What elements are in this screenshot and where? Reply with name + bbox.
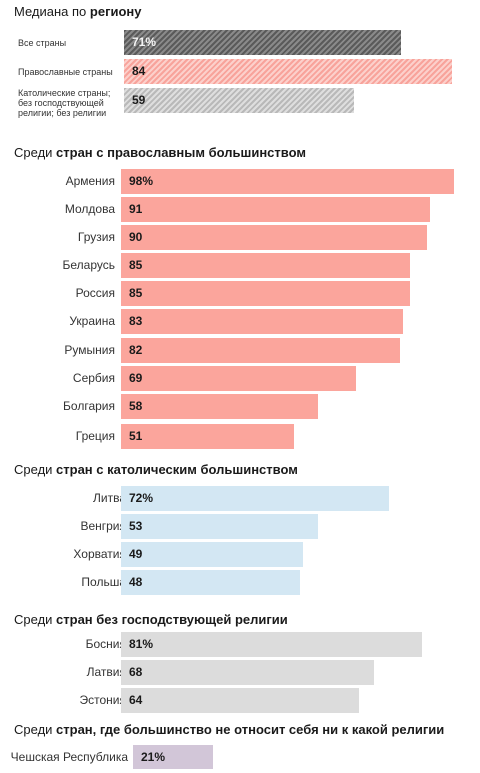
data-label: 51: [129, 429, 143, 443]
data-label: 58: [129, 399, 143, 413]
bar: [121, 424, 294, 449]
category-label: Сербия: [72, 371, 115, 385]
data-label: 84: [132, 64, 146, 78]
category-label: Украина: [69, 314, 115, 328]
bar: [121, 169, 454, 194]
bar: [124, 59, 452, 84]
data-label: 98%: [129, 174, 154, 188]
category-label: Латвия: [86, 665, 126, 679]
bar: [121, 688, 359, 713]
data-label: 72%: [129, 491, 154, 505]
category-label: Католические страны; без господствующей …: [18, 88, 111, 118]
category-label: Греция: [75, 429, 115, 443]
bar: [121, 632, 422, 657]
bar: [124, 88, 354, 113]
data-label: 59: [132, 93, 146, 107]
category-label: Беларусь: [62, 258, 115, 272]
bar: [121, 197, 430, 222]
category-label: Чешская Республика: [10, 750, 128, 764]
data-label: 83: [129, 314, 143, 328]
category-label: Литва: [93, 491, 126, 505]
bar: [121, 281, 410, 306]
data-label: 82: [129, 343, 143, 357]
category-label: Эстония: [79, 693, 127, 707]
data-label: 53: [129, 519, 143, 533]
bar: [121, 309, 403, 334]
category-label: Россия: [75, 286, 115, 300]
category-label: Босния: [85, 637, 126, 651]
section-title: Среди стран с католическим большинством: [14, 462, 298, 477]
data-label: 85: [129, 286, 143, 300]
bar: [121, 394, 318, 419]
section-title: Среди стран с православным большинством: [14, 145, 306, 160]
data-label: 64: [129, 693, 143, 707]
data-label: 85: [129, 258, 143, 272]
data-label: 71%: [132, 35, 157, 49]
category-label: Молдова: [64, 202, 115, 216]
category-label: Хорватия: [73, 547, 126, 561]
bar: [121, 366, 356, 391]
bar: [124, 30, 401, 55]
bar: [121, 253, 410, 278]
category-label: Армения: [65, 174, 115, 188]
category-label: Румыния: [64, 343, 115, 357]
section-title: Среди стран без господствующей религии: [14, 612, 288, 627]
data-label: 69: [129, 371, 143, 385]
data-label: 91: [129, 202, 143, 216]
category-label: Польша: [81, 575, 126, 589]
category-label: Грузия: [77, 230, 115, 244]
bar: [121, 514, 318, 539]
data-label: 49: [129, 547, 143, 561]
bar: [121, 542, 303, 567]
category-label: Венгрия: [80, 519, 126, 533]
data-label: 90: [129, 230, 143, 244]
bar: [121, 570, 300, 595]
category-label: Все страны: [18, 38, 67, 48]
section-title: Среди стран, где большинство не относит …: [14, 722, 445, 737]
data-label: 68: [129, 665, 143, 679]
data-label: 21%: [141, 750, 166, 764]
bar: [121, 225, 427, 250]
bar: [121, 486, 389, 511]
data-label: 81%: [129, 637, 154, 651]
data-label: 48: [129, 575, 143, 589]
bar: [133, 745, 213, 769]
bar: [121, 660, 374, 685]
bar: [121, 338, 400, 363]
section-title: Медиана по региону: [14, 4, 142, 19]
category-label: Православные страны: [18, 67, 113, 77]
category-label: Болгария: [63, 399, 115, 413]
